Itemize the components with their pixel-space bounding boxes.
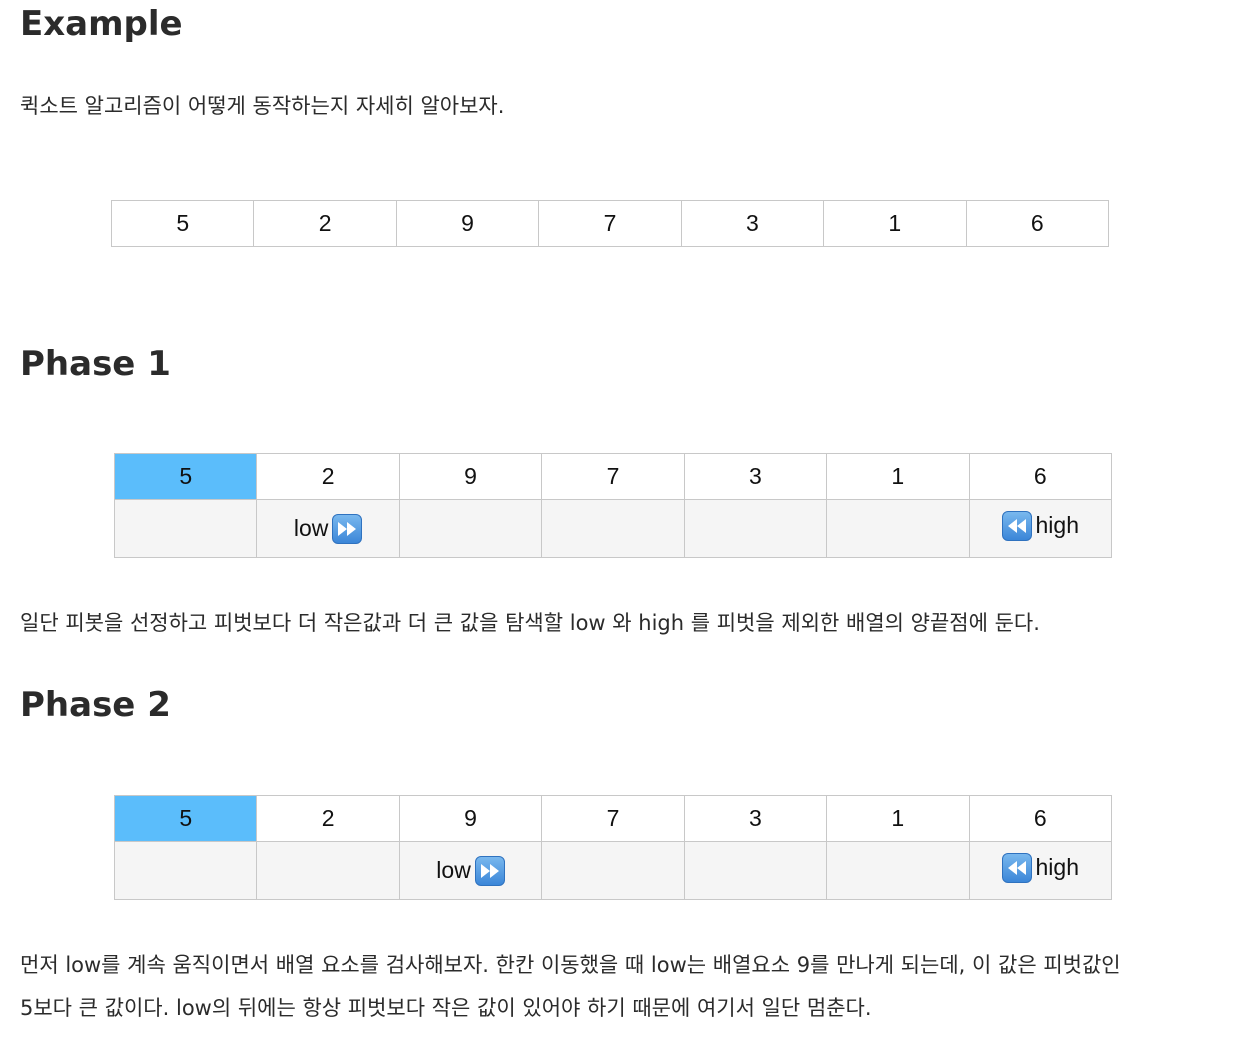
array-cell: 6 [968,795,1113,842]
pointer-cell: low [256,499,400,558]
pointer-cell [113,841,258,900]
array-cell: 2 [256,453,400,500]
array-cell: 2 [256,795,400,842]
pointer-cell [826,841,970,900]
array-cell: 6 [968,453,1113,500]
array-cell: 7 [541,795,685,842]
array-cell: 3 [683,453,828,500]
array-cell: 9 [398,453,543,500]
pointer-cell: high [968,841,1113,900]
phase1-array-table: 5 2 9 7 3 1 6 low high [113,453,1113,558]
pointer-cell [113,499,258,558]
low-label: low [436,857,471,883]
example-array-table: 5 2 9 7 3 1 6 [110,200,1110,247]
array-value-row: 5 2 9 7 3 1 6 [113,795,1113,842]
phase1-heading: Phase 1 [20,344,171,384]
pointer-row: low high [113,499,1113,558]
high-label: high [1035,854,1079,880]
pivot-cell: 5 [113,453,258,500]
array-cell: 6 [965,200,1110,247]
pointer-cell [541,841,685,900]
pointer-cell [683,841,828,900]
pointer-row: low high [113,841,1113,900]
array-cell: 1 [826,795,970,842]
fast-forward-icon [474,855,505,886]
low-label: low [293,515,329,541]
pointer-cell [256,841,400,900]
low-pointer: low [293,513,363,544]
example-heading: Example [20,4,183,44]
array-cell: 7 [541,453,685,500]
array-cell: 1 [823,200,967,247]
example-description: 퀵소트 알고리즘이 어떻게 동작하는지 자세히 알아보자. [20,94,505,118]
phase2-description-line2: 5보다 큰 값이다. low의 뒤에는 항상 피벗보다 작은 값이 있어야 하기… [20,996,872,1020]
array-cell: 3 [680,200,825,247]
array-cell: 2 [253,200,397,247]
rewind-icon [1001,852,1032,883]
array-cell: 5 [110,200,255,247]
low-pointer: low [436,855,505,886]
pointer-cell [826,499,970,558]
pointer-cell [683,499,828,558]
rewind-icon [1001,510,1032,541]
array-cell: 9 [398,795,543,842]
array-cell: 9 [395,200,540,247]
pointer-cell [541,499,685,558]
pointer-cell: low [398,841,543,900]
phase2-heading: Phase 2 [20,685,171,725]
pointer-cell [398,499,543,558]
array-cell: 7 [538,200,682,247]
array-value-row: 5 2 9 7 3 1 6 [110,200,1110,247]
array-cell: 3 [683,795,828,842]
high-pointer: high [1001,510,1079,541]
array-value-row: 5 2 9 7 3 1 6 [113,453,1113,500]
phase2-array-table: 5 2 9 7 3 1 6 low high [113,795,1113,900]
high-pointer: high [1001,852,1079,883]
array-cell: 1 [826,453,970,500]
pointer-cell: high [968,499,1113,558]
high-label: high [1035,512,1079,538]
phase2-description-line1: 먼저 low를 계속 움직이면서 배열 요소를 검사해보자. 한칸 이동했을 때… [20,953,1121,977]
phase1-description: 일단 피봇을 선정하고 피벗보다 더 작은값과 더 큰 값을 탐색할 low 와… [20,611,1040,635]
fast-forward-icon [332,513,363,544]
pivot-cell: 5 [113,795,258,842]
